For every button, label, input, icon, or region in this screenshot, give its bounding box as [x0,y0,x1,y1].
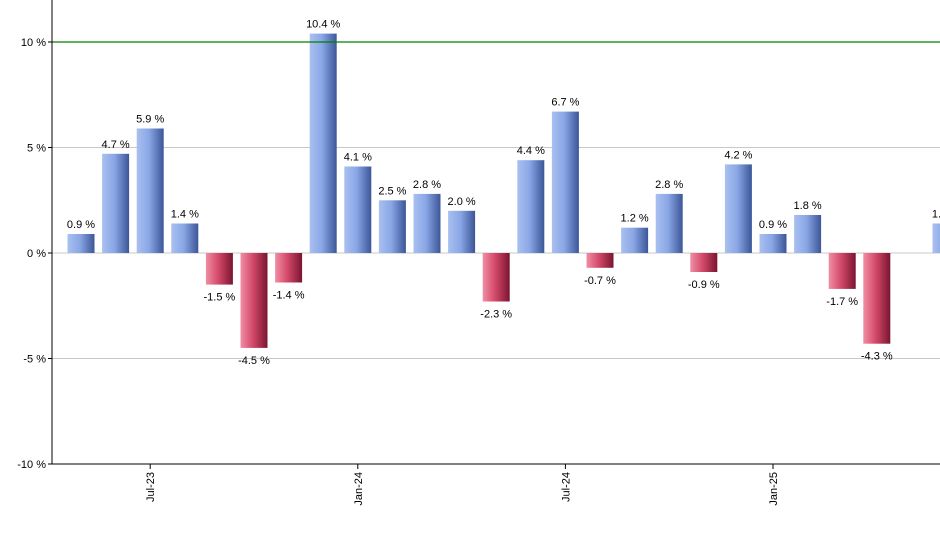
bar [828,253,856,289]
x-tick-label: Jul-24 [560,472,572,502]
bar [586,253,614,268]
bar-value-label: -2.3 % [480,309,512,321]
y-tick-label: 0 % [27,248,46,260]
bar [932,223,940,253]
y-tick-label: 5 % [27,143,46,155]
bar [205,253,233,285]
bar-value-label: 4.2 % [724,149,752,161]
x-tick-label: Jan-24 [353,472,365,506]
bar [482,253,510,302]
bar-value-label: -1.5 % [204,292,236,304]
data-labels: 0.9 % 4.7 % 5.9 % 1.4 % -1.5 % -4.5 % -1.4 % 10… [67,19,940,367]
bar [621,227,649,253]
bar [102,153,130,253]
bar-value-label: -0.7 % [584,275,616,287]
y-tick-label: -5 % [23,354,46,366]
bar [724,164,752,253]
bar-value-label: 4.1 % [344,152,372,164]
bar-value-label: 1.2 % [621,213,649,225]
bar [794,215,822,253]
y-tick-label: 10 % [21,37,46,49]
bar [309,33,337,253]
bar [759,234,787,253]
bar-value-label: 2.0 % [448,196,476,208]
bars [67,33,940,348]
bar [448,210,476,253]
bar [551,111,579,253]
bar-value-label: -4.5 % [238,355,270,367]
bar [690,253,718,272]
bar-value-label: 2.8 % [655,179,683,191]
bar [136,128,164,253]
bar-value-label: 1.4 % [932,209,940,221]
x-tick-label: Jul-23 [145,472,157,502]
bar [413,193,441,253]
bar [378,200,406,254]
bar-value-label: 1.4 % [171,209,199,221]
bar-value-label: 4.7 % [102,139,130,151]
bar-value-label: 6.7 % [551,97,579,109]
bar-value-label: -4.3 % [861,351,893,363]
bar-value-label: -1.7 % [826,296,858,308]
x-tick-label: Jan-25 [768,472,780,506]
bar [863,253,891,344]
bar-value-label: 0.9 % [67,219,95,231]
bar-value-label: -0.9 % [688,279,720,291]
bar [517,160,545,253]
bar-value-label: 4.4 % [517,145,545,157]
y-tick-label: -10 % [17,459,46,471]
bar [655,193,683,253]
bar-value-label: 10.4 % [306,19,340,31]
bar [275,253,303,283]
bar-value-label: 2.8 % [413,179,441,191]
axes: 10 % 5 % 0 % -5 % -10 % Jul-23 Jan-24 Jul-24 Jan… [17,0,940,506]
bar [67,234,95,253]
bar-value-label: 0.9 % [759,219,787,231]
bar-value-label: 5.9 % [136,114,164,126]
bar-value-label: 2.5 % [378,185,406,197]
bar-value-label: -1.4 % [273,290,305,302]
bar [344,166,372,253]
bar [171,223,199,253]
bar-value-label: 1.8 % [794,200,822,212]
bar [240,253,268,348]
